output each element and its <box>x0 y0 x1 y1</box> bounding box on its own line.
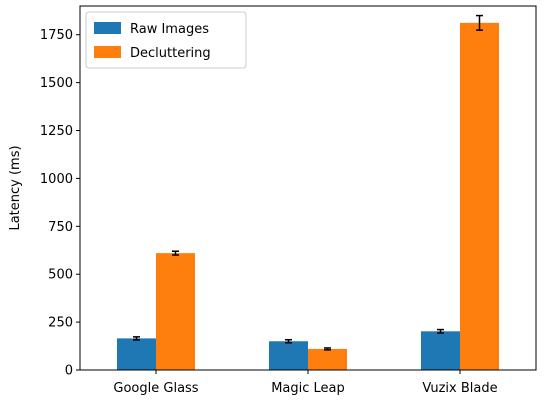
legend-label-decluttering: Decluttering <box>130 46 211 61</box>
y-tick-label-750: 750 <box>48 220 73 235</box>
y-tick-label-1000: 1000 <box>40 172 73 187</box>
error-bar-decluttering-1 <box>324 347 331 351</box>
x-tick-label-magic-leap: Magic Leap <box>271 381 345 396</box>
bars-layer <box>117 22 499 370</box>
y-tick-label-250: 250 <box>48 316 73 331</box>
legend-label-raw-images: Raw Images <box>130 22 209 37</box>
bar-raw-images-2 <box>421 331 460 370</box>
error-bars-layer <box>133 14 483 351</box>
bar-decluttering-0 <box>156 253 195 370</box>
legend-swatch-decluttering <box>94 46 121 58</box>
y-tick-label-500: 500 <box>48 268 73 283</box>
y-axis-label: Latency (ms) <box>8 145 23 230</box>
x-tick-label-vuzix-blade: Vuzix Blade <box>422 381 497 396</box>
y-tick-label-1250: 1250 <box>40 124 73 139</box>
error-bar-raw-images-2 <box>437 328 444 334</box>
error-bar-decluttering-0 <box>172 250 179 256</box>
bar-decluttering-1 <box>308 348 347 370</box>
bar-decluttering-2 <box>460 22 499 370</box>
y-tick-label-1500: 1500 <box>40 76 73 91</box>
x-axis-ticks: Google Glass Magic Leap Vuzix Blade <box>113 370 498 396</box>
y-tick-label-1750: 1750 <box>40 28 73 43</box>
error-bar-decluttering-2 <box>476 14 483 31</box>
error-bar-raw-images-0 <box>133 336 140 341</box>
legend-swatch-raw-images <box>94 22 121 34</box>
error-bar-raw-images-1 <box>285 338 292 344</box>
legend-box <box>85 11 247 69</box>
y-tick-label-0: 0 <box>65 364 73 379</box>
bar-raw-images-1 <box>269 341 308 370</box>
y-axis-ticks: 0 250 500 750 1000 1250 1500 1750 <box>40 28 80 379</box>
x-tick-label-google-glass: Google Glass <box>113 381 198 396</box>
legend: Raw Images Decluttering <box>85 11 247 69</box>
bar-raw-images-0 <box>117 338 156 370</box>
